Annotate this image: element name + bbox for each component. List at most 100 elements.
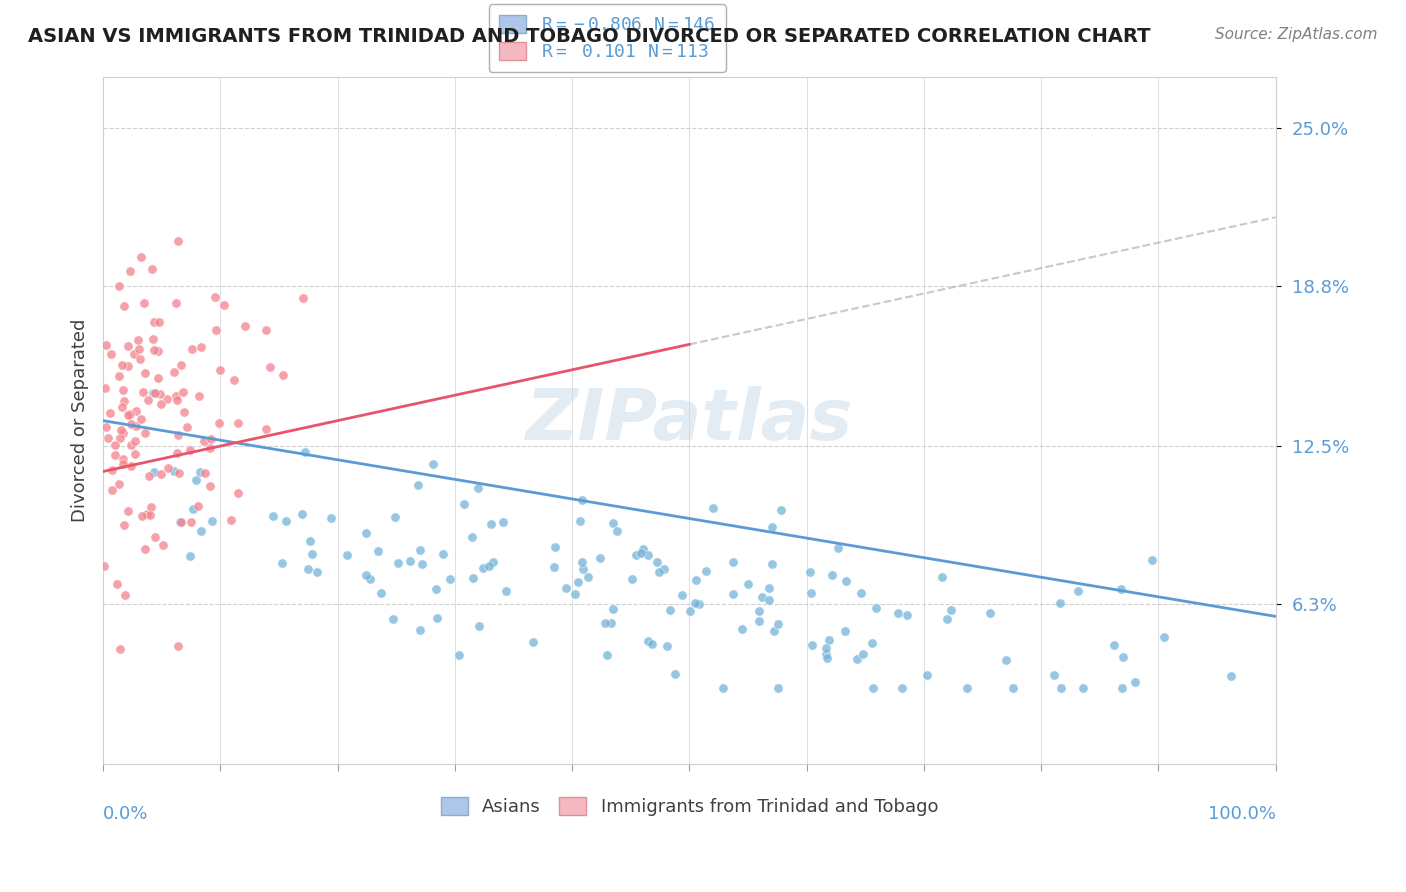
Point bbox=[138, 393, 160, 408]
Point bbox=[492, 516, 515, 530]
Point bbox=[301, 547, 323, 561]
Point bbox=[834, 624, 856, 638]
Point bbox=[208, 416, 231, 430]
Point bbox=[748, 604, 770, 618]
Point bbox=[370, 586, 392, 600]
Point bbox=[170, 515, 193, 529]
Point bbox=[758, 592, 780, 607]
Point bbox=[204, 290, 226, 304]
Point bbox=[596, 648, 619, 662]
Point bbox=[845, 651, 868, 665]
Point bbox=[176, 420, 198, 434]
Point bbox=[118, 264, 141, 278]
Point bbox=[209, 363, 232, 377]
Point bbox=[721, 555, 744, 569]
Point bbox=[432, 547, 454, 561]
Point bbox=[131, 250, 153, 264]
Point bbox=[1049, 597, 1071, 611]
Point bbox=[100, 347, 122, 361]
Point bbox=[827, 541, 849, 555]
Point bbox=[200, 441, 222, 455]
Point bbox=[190, 524, 212, 538]
Point bbox=[135, 507, 157, 521]
Point bbox=[212, 298, 235, 312]
Point bbox=[179, 549, 201, 563]
Point bbox=[683, 596, 706, 610]
Point bbox=[461, 530, 484, 544]
Point bbox=[408, 623, 430, 637]
Point bbox=[120, 417, 142, 432]
Point bbox=[321, 510, 343, 524]
Point bbox=[721, 587, 744, 601]
Point bbox=[271, 368, 294, 382]
Point bbox=[104, 438, 127, 452]
Point bbox=[589, 551, 612, 566]
Point bbox=[567, 574, 589, 589]
Point bbox=[117, 339, 139, 353]
Point bbox=[128, 342, 150, 356]
Point bbox=[149, 387, 172, 401]
Point bbox=[758, 581, 780, 595]
Point bbox=[259, 360, 281, 375]
Point bbox=[200, 433, 222, 447]
Point bbox=[117, 504, 139, 518]
Point bbox=[711, 681, 734, 695]
Point bbox=[125, 418, 148, 433]
Point bbox=[101, 463, 124, 477]
Point bbox=[194, 466, 217, 480]
Point bbox=[122, 347, 145, 361]
Point bbox=[141, 262, 163, 277]
Point bbox=[751, 591, 773, 605]
Point bbox=[96, 338, 118, 352]
Point bbox=[631, 541, 654, 556]
Point bbox=[865, 601, 887, 615]
Point bbox=[439, 572, 461, 586]
Point bbox=[111, 400, 134, 414]
Point bbox=[107, 368, 129, 383]
Point bbox=[761, 557, 783, 571]
Point bbox=[101, 483, 124, 497]
Point bbox=[190, 340, 212, 354]
Point bbox=[815, 648, 838, 662]
Point bbox=[97, 431, 120, 445]
Point bbox=[554, 581, 576, 595]
Point bbox=[679, 604, 702, 618]
Point bbox=[1111, 681, 1133, 695]
Point bbox=[200, 478, 222, 492]
Point bbox=[602, 601, 624, 615]
Point bbox=[132, 296, 155, 310]
Point bbox=[291, 507, 314, 521]
Point bbox=[522, 635, 544, 649]
Point bbox=[179, 442, 201, 457]
Point bbox=[180, 515, 202, 529]
Point bbox=[188, 466, 211, 480]
Point bbox=[1001, 681, 1024, 695]
Point bbox=[569, 514, 592, 528]
Point bbox=[1067, 583, 1090, 598]
Text: 100.0%: 100.0% bbox=[1208, 805, 1275, 823]
Point bbox=[166, 235, 188, 249]
Point bbox=[193, 434, 215, 449]
Point bbox=[156, 392, 179, 407]
Point bbox=[1109, 582, 1132, 596]
Point bbox=[143, 530, 166, 544]
Point bbox=[664, 666, 686, 681]
Point bbox=[761, 520, 783, 534]
Point bbox=[800, 585, 823, 599]
Point bbox=[887, 606, 910, 620]
Point bbox=[890, 681, 912, 695]
Point bbox=[187, 499, 209, 513]
Point bbox=[409, 542, 432, 557]
Point bbox=[387, 556, 409, 570]
Point bbox=[453, 497, 475, 511]
Point bbox=[120, 458, 142, 473]
Point bbox=[142, 343, 165, 358]
Point bbox=[478, 558, 501, 573]
Point bbox=[167, 639, 190, 653]
Point bbox=[165, 296, 187, 310]
Point bbox=[1043, 668, 1066, 682]
Point bbox=[422, 457, 444, 471]
Point bbox=[111, 425, 134, 440]
Point bbox=[112, 393, 135, 408]
Text: 0.0%: 0.0% bbox=[103, 805, 149, 823]
